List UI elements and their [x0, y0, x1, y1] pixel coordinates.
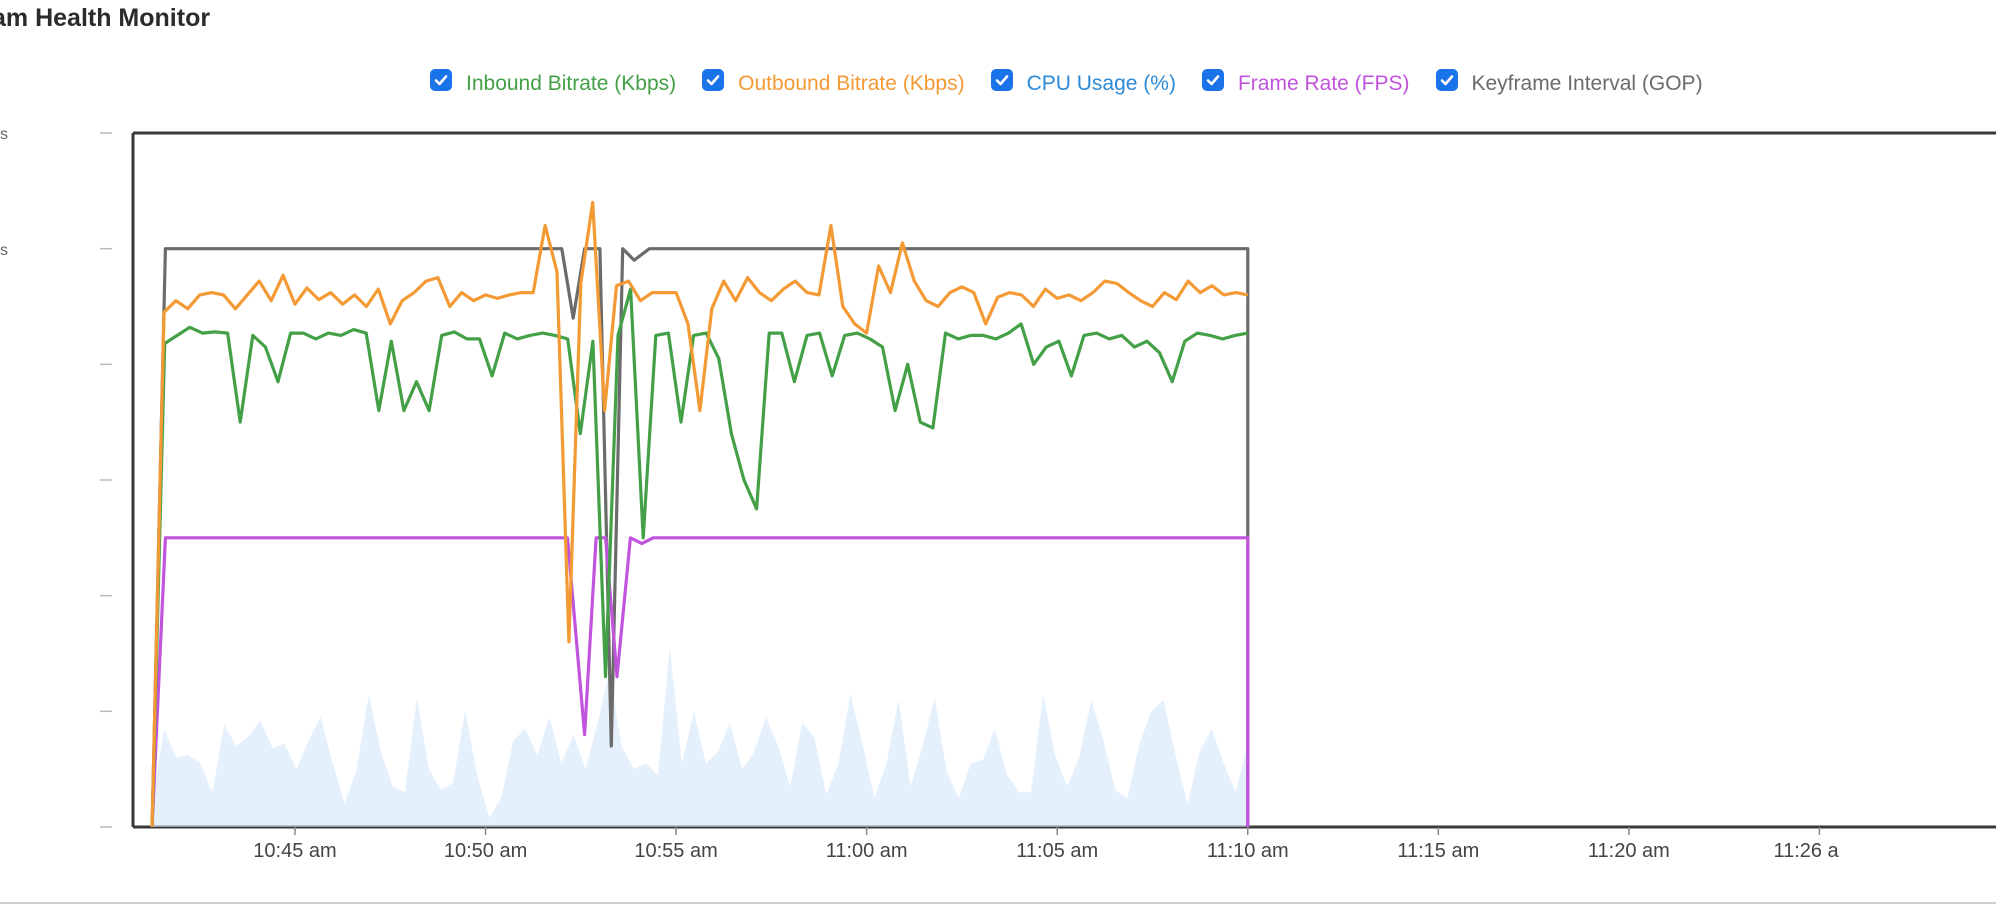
- x-tick-label: 10:45 am: [253, 840, 337, 862]
- x-tick-label: 10:50 am: [443, 840, 528, 862]
- checkbox-checked-icon[interactable]: [1201, 69, 1224, 91]
- legend-label: Outbound Bitrate (Kbps): [738, 72, 965, 95]
- checkbox-checked-icon[interactable]: [430, 69, 452, 91]
- x-tick-label: 11:26 a: [1773, 840, 1839, 862]
- checkbox-checked-icon[interactable]: [1435, 69, 1458, 91]
- series-line-frame-rate-fps: [150, 536, 1250, 828]
- series-area-cpu-usage: [152, 647, 1248, 827]
- x-tick-label: 11:10 am: [1206, 840, 1289, 862]
- chart-legend: Inbound Bitrate (Kbps) Outbound Bitrate (…: [430, 66, 1729, 102]
- x-tick-label: 11:15 am: [1397, 840, 1480, 862]
- series-line-inbound-bitrate-kbps: [150, 287, 1249, 828]
- y-axis-label: s: [0, 126, 8, 143]
- x-tick-label: 11:05 am: [1016, 840, 1099, 862]
- legend-item[interactable]: Outbound Bitrate (Kbps): [702, 69, 965, 96]
- legend-label: CPU Usage (%): [1026, 72, 1176, 95]
- y-axis-label: s: [0, 242, 8, 259]
- legend-item[interactable]: Keyframe Interval (GOP): [1435, 69, 1703, 96]
- legend-label: Inbound Bitrate (Kbps): [466, 72, 677, 95]
- page-title: am Health Monitor: [0, 4, 211, 32]
- x-tick-label: 11:00 am: [825, 840, 908, 862]
- checkbox-checked-icon[interactable]: [702, 69, 725, 91]
- legend-item[interactable]: Inbound Bitrate (Kbps): [430, 69, 677, 96]
- x-tick-label: 11:20 am: [1587, 840, 1670, 862]
- series-line-outbound-bitrate-kbps: [150, 200, 1249, 828]
- legend-item[interactable]: CPU Usage (%): [990, 69, 1176, 96]
- x-tick-label: 10:55 am: [634, 840, 718, 862]
- legend-label: Keyframe Interval (GOP): [1471, 72, 1703, 95]
- series-line-keyframe-interval-gop: [150, 247, 1250, 828]
- checkbox-checked-icon[interactable]: [990, 69, 1013, 91]
- legend-item[interactable]: Frame Rate (FPS): [1201, 69, 1410, 96]
- divider: [0, 902, 1996, 904]
- legend-label: Frame Rate (FPS): [1237, 72, 1410, 95]
